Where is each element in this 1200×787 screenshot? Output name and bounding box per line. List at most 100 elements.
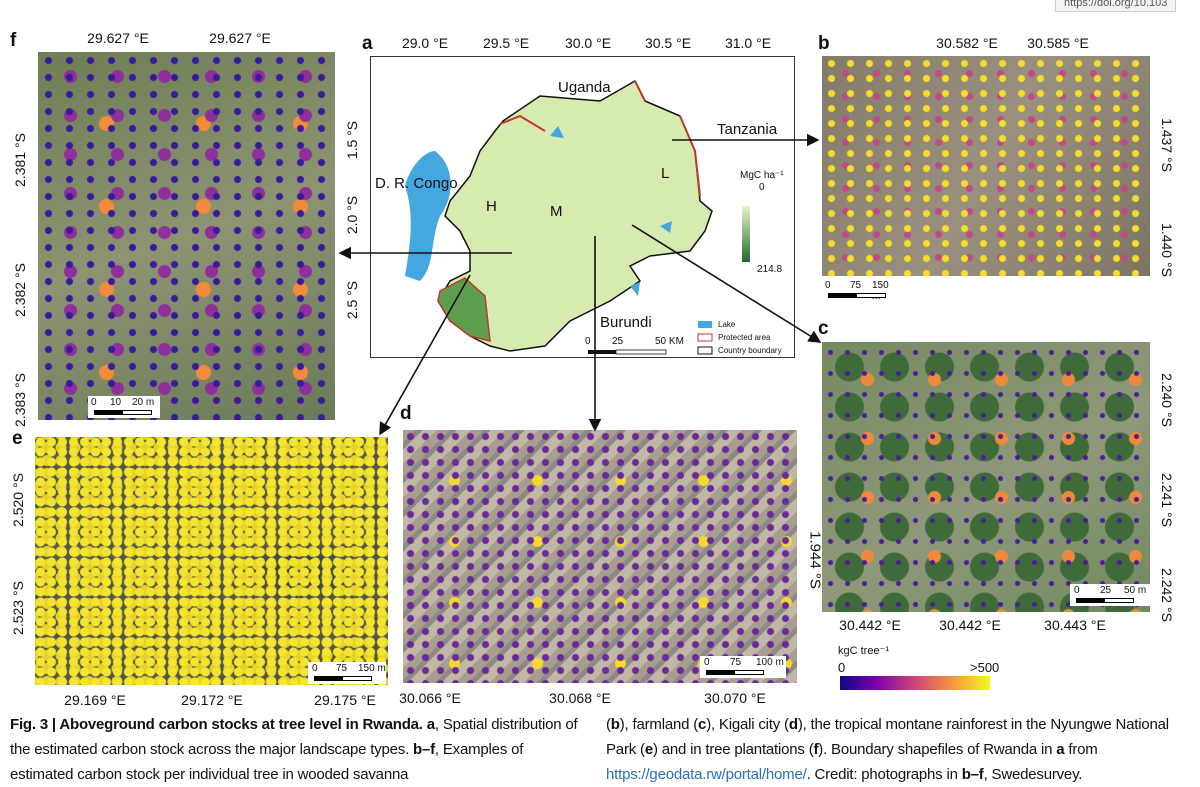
tick-label: 30.585 °E [1027,35,1089,51]
caption-text: ), Kigali city ( [706,716,789,733]
photo-savanna [822,56,1150,276]
caption-link[interactable]: https://geodata.rw/portal/home/ [606,766,807,783]
caption-text: ) and in tree plantations ( [652,741,814,758]
scale-text: 150 m [872,280,889,302]
tick-label: 30.443 °E [1044,617,1106,633]
colorbar-max: >500 [970,660,1000,675]
caption-text: from [1064,741,1098,758]
region-label: M [550,203,563,220]
caption-text: ), the tropical montane rainforest in th… [606,716,1169,758]
panel-label: b [818,33,830,54]
legend-label: Protected area [718,333,771,342]
tick-label: 30.070 °E [704,690,766,706]
tick-label: 2.383 °S [12,373,28,427]
colorbar-title: kgC tree⁻¹ [838,645,890,657]
tick-label: 29.169 °E [64,692,126,708]
scale-text: 20 m [132,397,155,408]
caption-text: . Credit: photographs in [806,766,962,783]
photo-rainforest [35,437,388,685]
caption-text: ), farmland ( [619,716,699,733]
caption-text: e [644,741,653,758]
scale-text: 50 KM [655,336,684,347]
tick-label: 31.0 °E [724,35,772,51]
caption-text: f [813,741,819,758]
tick-label: 29.0 °E [401,35,449,51]
scale-bar: 0 75 150 m [822,279,894,302]
scale-text: 0 [312,663,318,674]
colorbar-max: 214.8 [757,264,783,275]
caption-text: b–f [961,766,984,783]
tick-label: 2.0 °S [344,195,360,235]
caption-text: b [610,716,620,733]
tick-label: 29.175 °E [314,692,376,708]
photo-farmland [38,52,335,420]
caption-text: ). Boundary shapefiles of Rwanda in [818,741,1057,758]
panel-label: d [400,403,412,424]
tick-label: 1.440 °S [1159,223,1175,277]
tick-label: 2.241 °S [1159,473,1175,527]
colorbar-title: MgC ha⁻¹ [740,170,784,181]
colorbar [840,676,990,690]
scale-text: 25 [1100,585,1112,596]
scale-text: 25 [612,336,624,347]
caption-text: c [698,716,707,733]
caption-text: ( [606,716,611,733]
tick-label: 30.068 °E [549,690,611,706]
tick-label: 29.627 °E [209,30,271,46]
scale-text: 150 m [358,663,386,674]
tick-label: 30.442 °E [839,617,901,633]
scale-text: 0 [91,397,97,408]
tick-label: 30.0 °E [564,35,612,51]
caption-left: Fig. 3 | Aboveground carbon stocks at tr… [10,712,585,787]
scale-text: 0 [585,336,591,347]
panel-label: e [12,428,23,449]
tick-label: 1.5 °S [344,120,360,160]
legend-label: Lake [718,320,736,329]
colorbar-min: 0 [838,660,846,675]
scale-text: 75 [730,657,742,668]
tick-label: 2.520 °S [10,473,26,527]
scale-text: 75 [850,280,862,291]
tick-label: 2.5 °S [344,280,360,320]
caption-text: b–f [413,741,435,758]
caption-text: , Examples of estimated carbon stock per… [10,741,524,783]
scale-bar: 0 25 50 m [1070,584,1150,606]
scale-bar: 0 10 20 m [88,396,160,418]
place-label: Burundi [600,314,652,331]
photo-farmland [822,342,1150,612]
map [370,56,795,358]
region-label: H [486,198,497,215]
photo-city [403,430,797,683]
caption-text: d [788,716,798,733]
tick-label: 2.381 °S [12,133,28,187]
caption-right: (b), farmland (c), Kigali city (d), the … [606,712,1186,787]
caption-text: , Swedesurvey. [983,766,1083,783]
panel-label: f [10,30,17,51]
scale-bar: 0 75 100 m [700,656,786,678]
tick-label: 2.242 °S [1159,568,1175,622]
scale-text: 0 [1074,585,1080,596]
scale-text: 0 [825,280,831,291]
region-label: L [661,165,670,182]
place-label: Uganda [558,79,611,96]
scale-text: 0 [704,657,710,668]
tick-label: 30.442 °E [939,617,1001,633]
tick-label: 29.5 °E [482,35,530,51]
scale-text: 50 m [1124,585,1147,596]
tick-label: 30.066 °E [399,690,461,706]
scale-bar: 0 75 150 m [308,662,386,684]
place-label: Tanzania [717,121,778,138]
tick-label: 30.582 °E [936,35,998,51]
tick-label: 1.944 °S [806,531,824,589]
scale-text: 100 m [756,657,784,668]
tick-label: 2.382 °S [12,263,28,317]
tick-label: 29.627 °E [87,30,149,46]
tick-label: 2.240 °S [1159,373,1175,427]
scale-text: 10 [110,397,122,408]
caption-text: , Spatial distribution of the estimated … [10,716,578,758]
scale-text: 75 [336,663,348,674]
caption-text: a [1056,741,1065,758]
legend-label: Country boundary [718,346,782,355]
panel-label: a [362,33,373,54]
